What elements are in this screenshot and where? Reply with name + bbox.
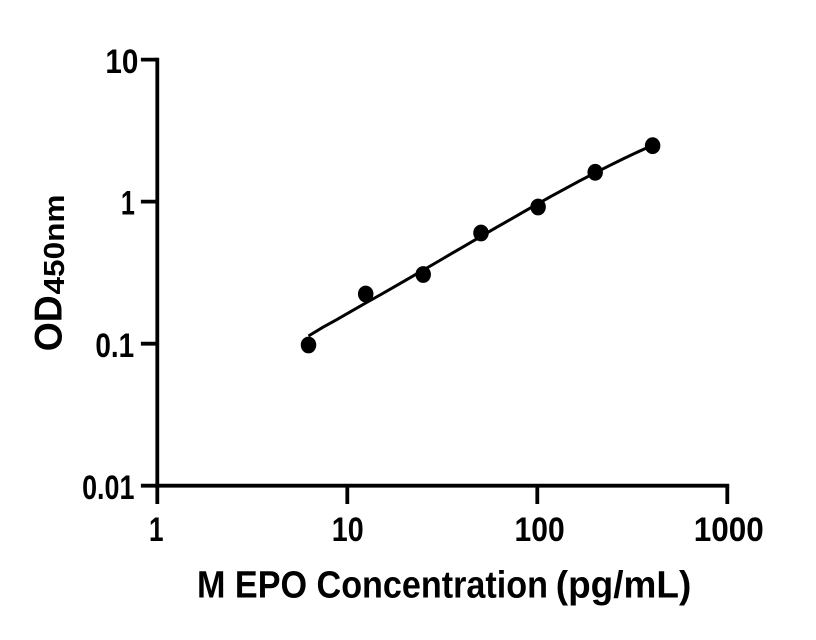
svg-text:0.01: 0.01 xyxy=(82,469,134,507)
svg-text:10: 10 xyxy=(105,43,138,81)
svg-text:1000: 1000 xyxy=(694,511,764,549)
svg-text:M EPO Concentration: M EPO Concentration xyxy=(197,565,548,607)
svg-text:0.1: 0.1 xyxy=(95,327,134,365)
svg-text:1: 1 xyxy=(121,185,135,223)
svg-text:1: 1 xyxy=(149,511,164,549)
svg-text:450nm: 450nm xyxy=(39,194,71,294)
svg-text:100: 100 xyxy=(515,511,565,549)
svg-text:10: 10 xyxy=(332,511,364,549)
svg-text:(pg/mL): (pg/mL) xyxy=(556,565,692,607)
svg-text:OD: OD xyxy=(28,295,71,351)
